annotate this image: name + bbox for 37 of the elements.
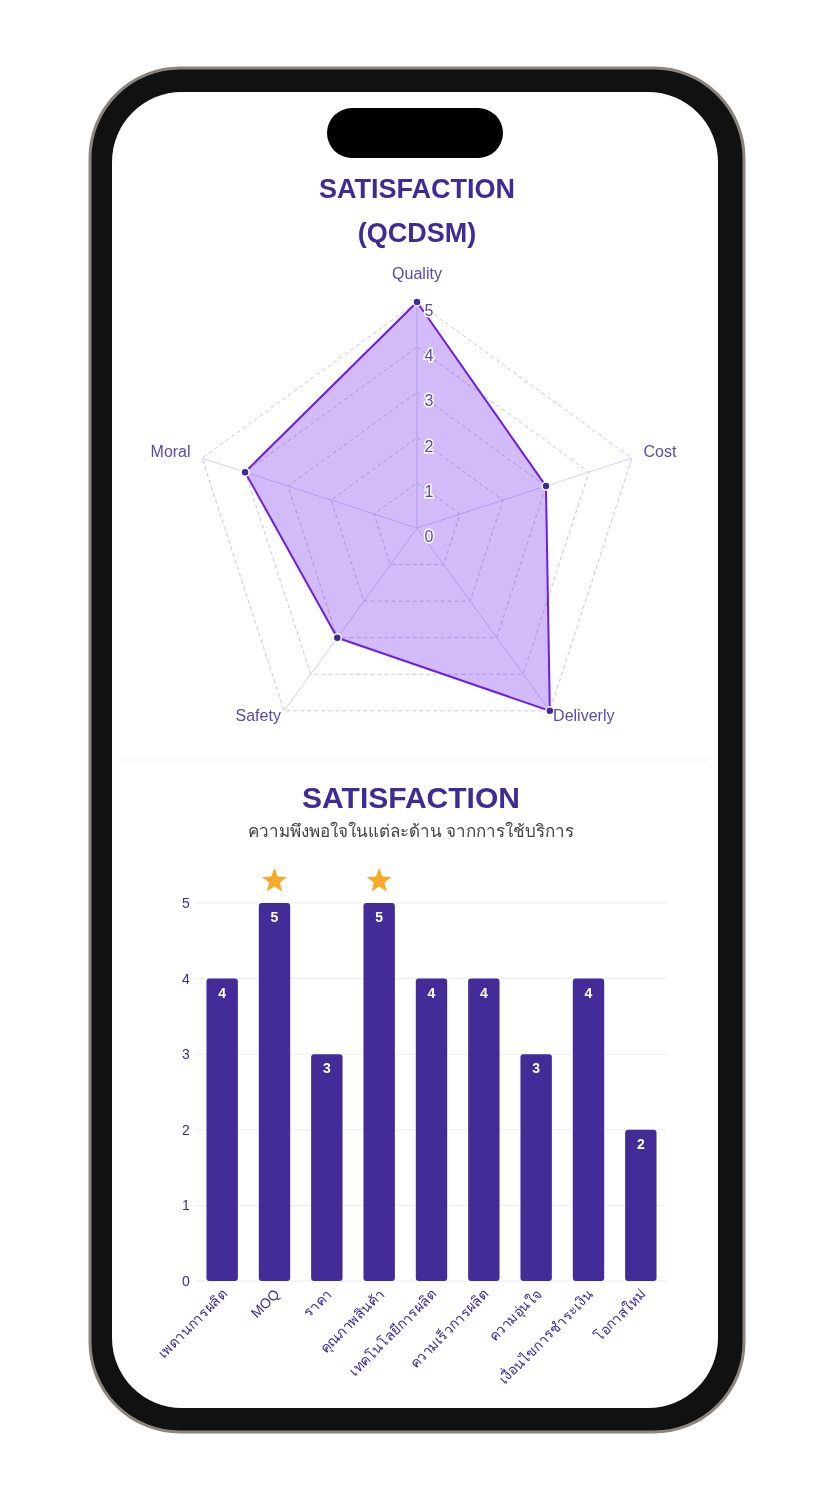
spoke-label: Deliverly — [553, 707, 615, 725]
spoke-label: Moral — [150, 443, 191, 461]
chart-title: SATISFACTION (QCDSM) — [318, 174, 516, 248]
bar — [363, 903, 395, 1281]
data-label: 4 — [584, 984, 593, 1001]
y-tick-label: 2 — [424, 437, 434, 455]
chart-title: SATISFACTION — [302, 781, 520, 814]
y-tick-label: 5 — [424, 302, 434, 319]
y-tick-label: 5 — [182, 895, 191, 911]
y-tick-label: 1 — [424, 482, 434, 500]
data-label: 5 — [375, 909, 384, 925]
y-tick-label: 4 — [182, 970, 191, 987]
y-tick-label: 2 — [182, 1121, 191, 1138]
data-label: 4 — [218, 984, 227, 1001]
y-tick-label: 1 — [182, 1197, 191, 1214]
bar — [258, 903, 291, 1281]
y-tick-label: 4 — [424, 347, 434, 365]
data-label: 3 — [532, 1060, 541, 1077]
bar — [468, 978, 500, 1281]
bar — [311, 1054, 343, 1281]
data-label: 5 — [270, 909, 279, 925]
y-tick-label: 3 — [424, 392, 434, 410]
chart-subtitle: ความพึงพอใจในแต่ละด้าน จากการใช้บริการ — [247, 821, 575, 841]
bar — [520, 1054, 552, 1281]
y-tick-label: 0 — [182, 1273, 191, 1289]
bar — [572, 978, 605, 1281]
spoke-label: Quality — [392, 265, 442, 282]
bar — [415, 978, 448, 1281]
data-label: 4 — [479, 984, 488, 1001]
bar — [625, 1129, 657, 1281]
y-tick-label: 0 — [424, 528, 434, 545]
y-tick-label: 3 — [182, 1046, 191, 1063]
data-label: 3 — [322, 1060, 331, 1077]
data-label: 2 — [636, 1135, 645, 1152]
bar — [206, 978, 238, 1281]
spoke-label: Cost — [643, 443, 677, 461]
spoke-label: Safety — [235, 707, 281, 725]
